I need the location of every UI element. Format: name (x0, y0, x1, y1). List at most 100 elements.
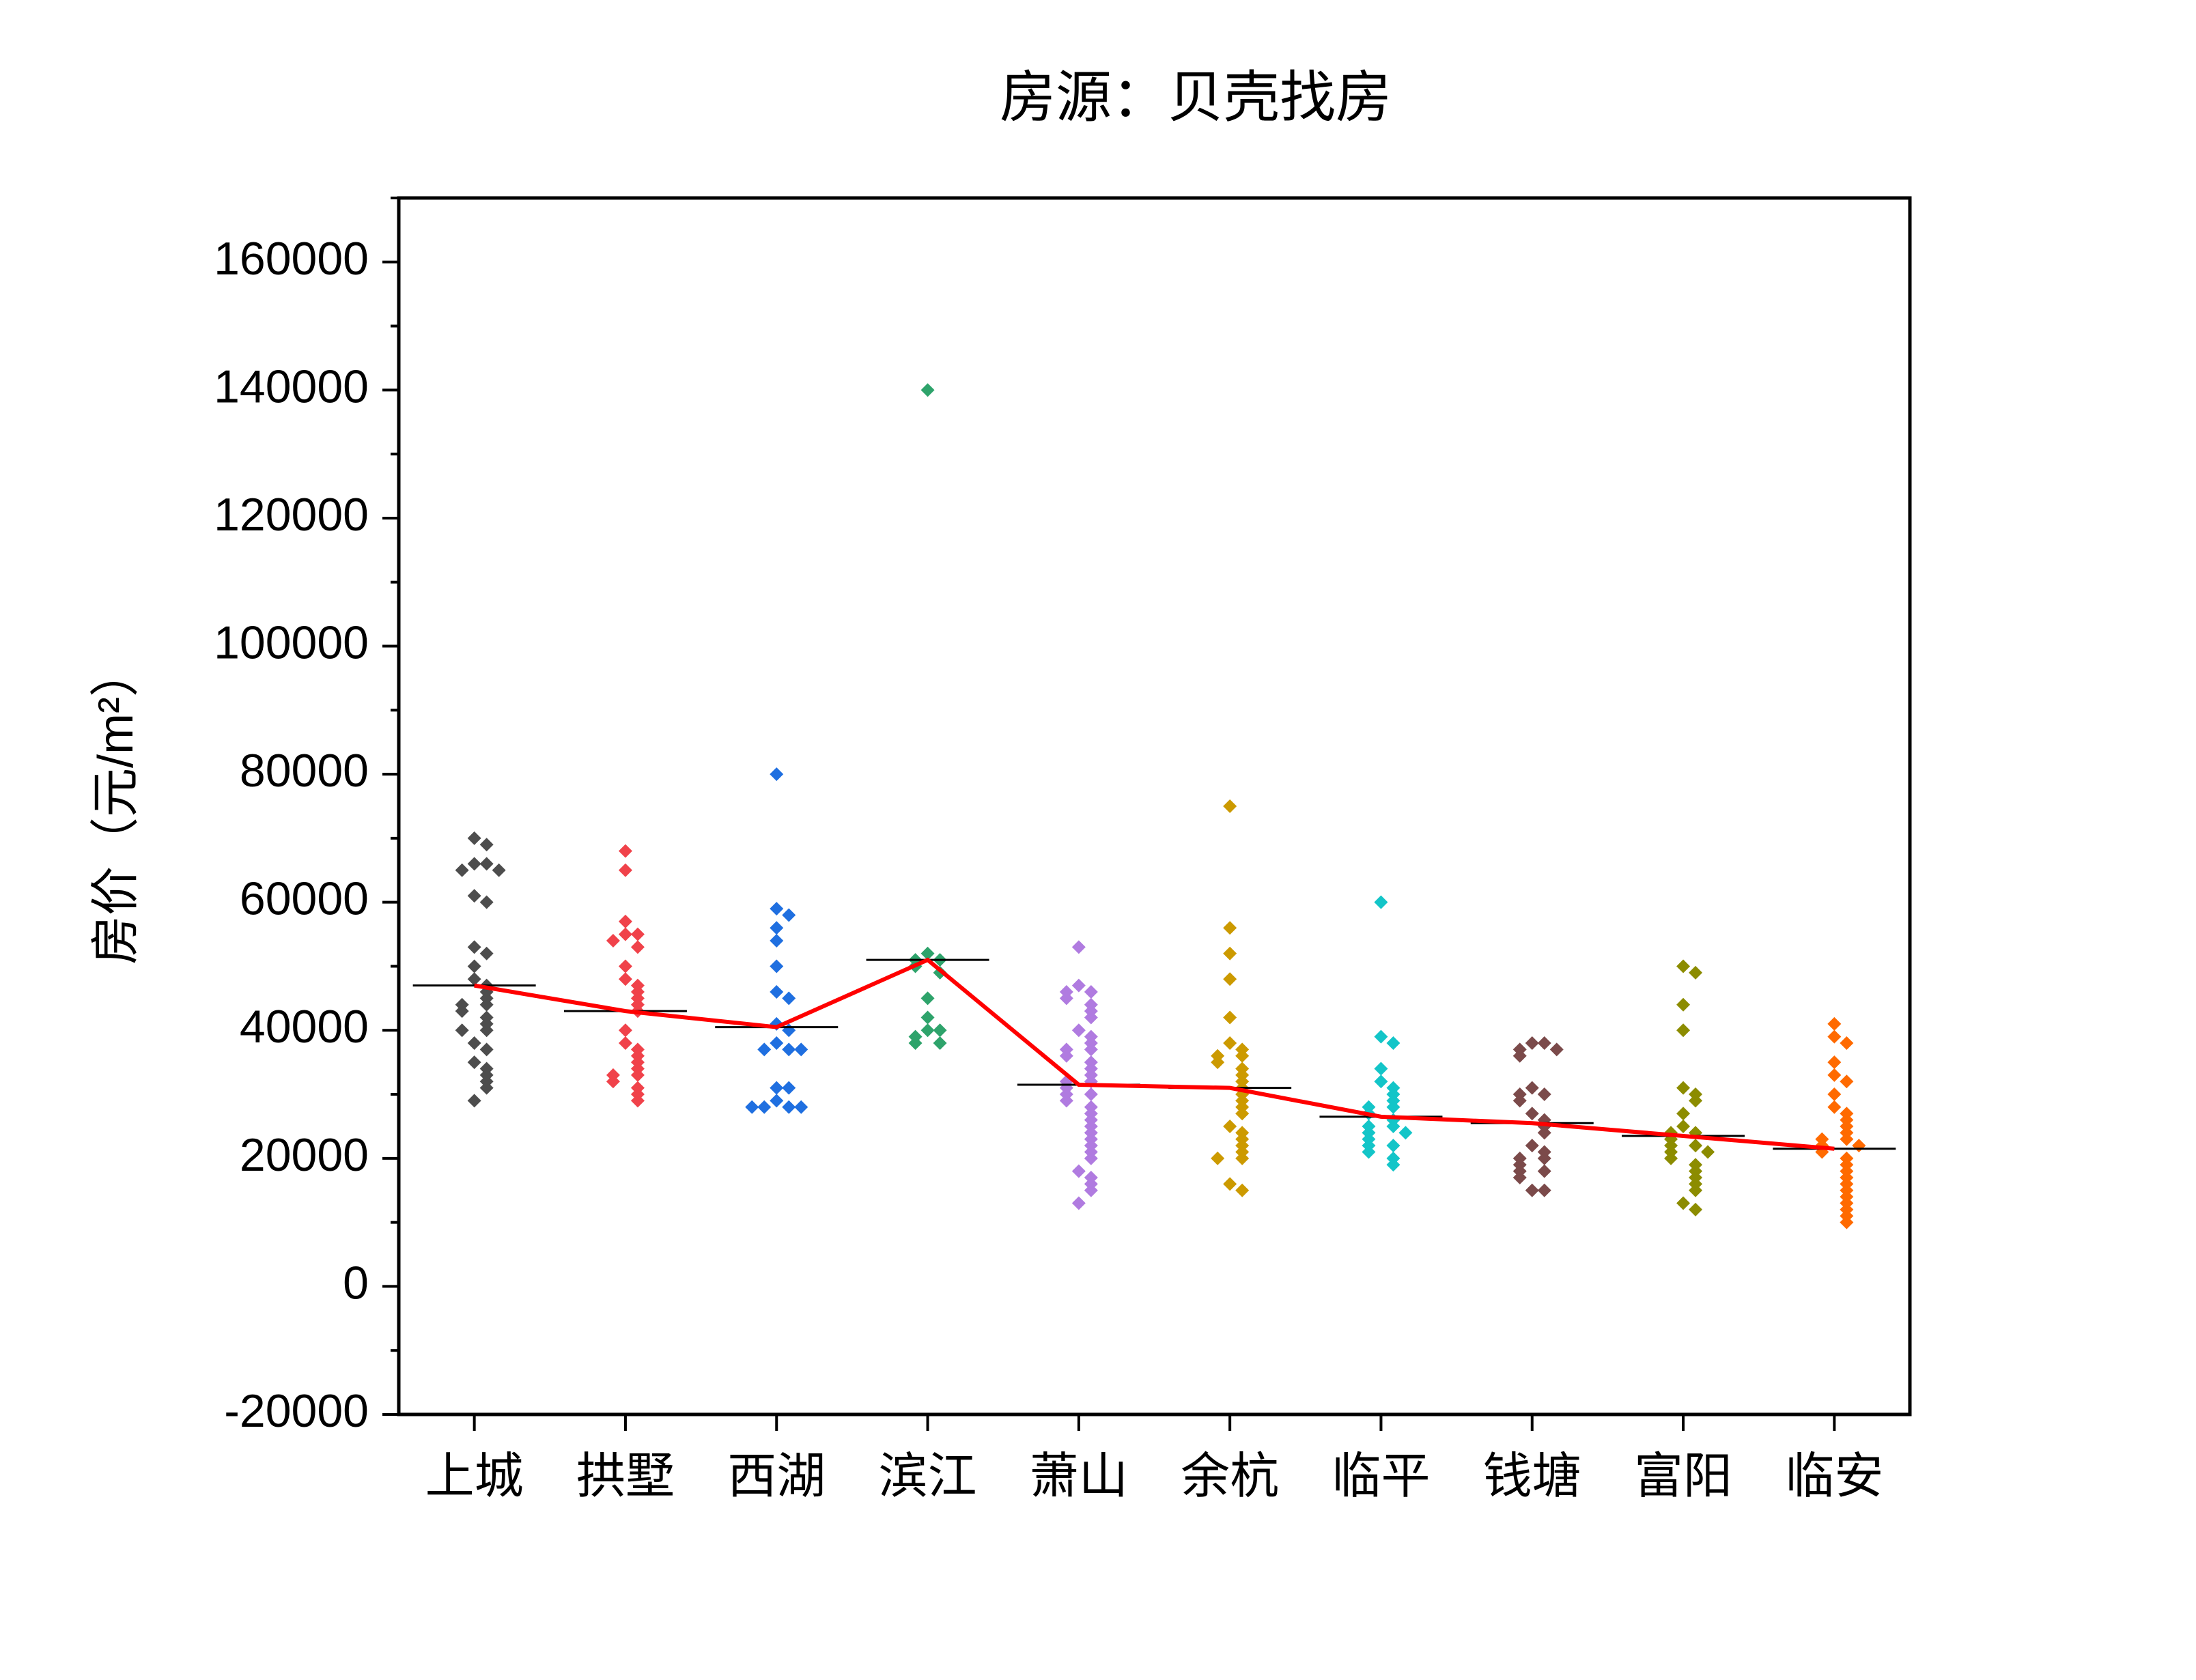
data-point (770, 902, 784, 916)
data-point (618, 863, 632, 877)
data-point (1689, 1139, 1703, 1153)
y-tick-label: 0 (343, 1257, 369, 1309)
data-point (606, 933, 620, 948)
data-point (1689, 965, 1703, 980)
data-point (1676, 1119, 1691, 1133)
data-point (1840, 1215, 1854, 1229)
data-point (467, 1036, 481, 1051)
y-tick-label: 100000 (214, 616, 369, 668)
data-point (492, 863, 506, 877)
data-point (1537, 1183, 1551, 1197)
data-point (1525, 1036, 1539, 1051)
data-point (1059, 1094, 1073, 1108)
data-point (1223, 1177, 1237, 1191)
data-point (782, 991, 796, 1006)
data-point (467, 889, 481, 903)
data-point (1084, 1042, 1098, 1057)
data-point (757, 1100, 772, 1114)
data-point (920, 1010, 935, 1025)
data-point (479, 1023, 494, 1038)
data-point (770, 1081, 784, 1095)
data-point (920, 383, 935, 397)
data-point (770, 984, 784, 999)
data-point (479, 946, 494, 960)
data-point (630, 1068, 645, 1082)
data-point (1664, 1151, 1678, 1165)
mean-line (474, 957, 1835, 1151)
data-point (920, 946, 935, 960)
data-point (479, 1081, 494, 1095)
data-point (455, 1023, 469, 1038)
data-point (618, 927, 632, 941)
y-tick-label: 60000 (240, 873, 369, 925)
x-tick-label: 临平 (1332, 1449, 1430, 1504)
data-point (1676, 1107, 1691, 1121)
data-point (1840, 1074, 1854, 1089)
data-point (1827, 1100, 1842, 1114)
data-point (1223, 921, 1237, 935)
x-tick-label: 拱墅 (576, 1449, 675, 1504)
data-point (618, 959, 632, 973)
data-point (1211, 1055, 1225, 1070)
data-point (920, 1023, 935, 1038)
data-point (770, 1094, 784, 1108)
data-point (1676, 1196, 1691, 1210)
data-point (770, 921, 784, 935)
data-point (1827, 1087, 1842, 1102)
x-tick-label: 富阳 (1634, 1449, 1732, 1504)
data-point (1525, 1107, 1539, 1121)
data-point (1223, 946, 1237, 960)
data-point (1537, 1164, 1551, 1178)
data-point (1223, 1036, 1237, 1051)
data-point (1549, 1042, 1564, 1057)
data-point (1084, 1010, 1098, 1025)
x-tick-label: 上城 (425, 1449, 524, 1504)
data-point (1386, 1158, 1400, 1172)
data-point (479, 895, 494, 909)
data-point (782, 1100, 796, 1114)
data-point (782, 1042, 796, 1057)
data-point (745, 1100, 759, 1114)
data-point (1071, 1023, 1086, 1038)
data-point (467, 857, 481, 871)
data-point (1386, 1139, 1400, 1153)
data-point (1512, 1170, 1527, 1184)
data-point (1827, 1029, 1842, 1044)
data-point (770, 767, 784, 782)
data-point (1827, 1055, 1842, 1070)
data-point (1689, 1183, 1703, 1197)
data-point (467, 959, 481, 973)
data-point (455, 1004, 469, 1019)
data-point (479, 1042, 494, 1057)
data-point (1071, 1164, 1086, 1178)
data-point (1525, 1183, 1539, 1197)
x-tick-label: 钱塘 (1483, 1449, 1581, 1504)
data-point (1235, 1049, 1250, 1063)
data-point (1689, 1202, 1703, 1216)
data-point (920, 991, 935, 1006)
data-point (455, 863, 469, 877)
x-tick-label: 萧山 (1030, 1449, 1128, 1504)
data-point (1235, 1151, 1250, 1165)
data-point (1223, 799, 1237, 813)
y-tick-label: 120000 (214, 489, 369, 541)
data-point (1071, 1196, 1086, 1210)
data-point (630, 940, 645, 954)
data-point (1059, 1049, 1073, 1063)
data-point (770, 933, 784, 948)
data-point (1689, 1094, 1703, 1108)
data-point (467, 831, 481, 845)
x-tick-label: 余杭 (1181, 1449, 1279, 1504)
data-point (1084, 1087, 1098, 1102)
data-point (479, 838, 494, 852)
data-point (1537, 1087, 1551, 1102)
data-point (606, 1074, 620, 1089)
data-point (1676, 1023, 1691, 1038)
y-tick-label: -20000 (224, 1385, 369, 1437)
data-point (1840, 1132, 1854, 1146)
data-point (1374, 895, 1388, 909)
data-point (630, 1094, 645, 1108)
data-point (618, 1036, 632, 1051)
data-point (467, 1055, 481, 1070)
